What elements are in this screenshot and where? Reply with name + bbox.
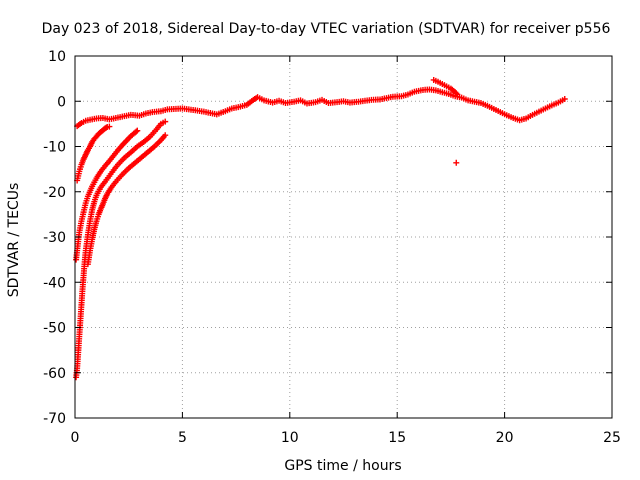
data-points — [73, 76, 568, 381]
y-tick-label: -60 — [43, 366, 66, 382]
y-tick-label: -40 — [43, 275, 66, 291]
data-point — [453, 90, 460, 97]
data-point — [134, 127, 141, 134]
x-tick-label: 20 — [496, 430, 514, 446]
x-tick-label: 25 — [603, 430, 621, 446]
chart-title: Day 023 of 2018, Sidereal Day-to-day VTE… — [42, 21, 611, 37]
y-tick-label: -10 — [43, 140, 66, 156]
data-point — [106, 123, 113, 130]
y-tick-label: -70 — [43, 411, 66, 427]
y-tick-label: -20 — [43, 185, 66, 201]
x-tick-label: 5 — [178, 430, 187, 446]
data-point — [133, 128, 140, 135]
x-tick-label: 10 — [281, 430, 299, 446]
y-tick-label: -50 — [43, 321, 66, 337]
y-axis-label: SDTVAR / TECUs — [6, 183, 22, 298]
x-axis-label: GPS time / hours — [284, 458, 401, 474]
data-point — [454, 91, 461, 98]
x-tick-label: 0 — [71, 430, 80, 446]
y-tick-label: -30 — [43, 230, 66, 246]
data-point — [162, 118, 169, 125]
y-tick-label: 10 — [48, 49, 66, 65]
axis-ticks: 0 5 10 15 20 25 10 0 -10 -20 -30 -40 -50 -60 -70 — [43, 49, 621, 446]
grid-lines — [75, 56, 612, 418]
data-point — [561, 95, 568, 102]
y-tick-label: 0 — [57, 94, 66, 110]
data-point — [453, 159, 460, 166]
x-tick-label: 15 — [388, 430, 406, 446]
data-point — [162, 132, 169, 139]
